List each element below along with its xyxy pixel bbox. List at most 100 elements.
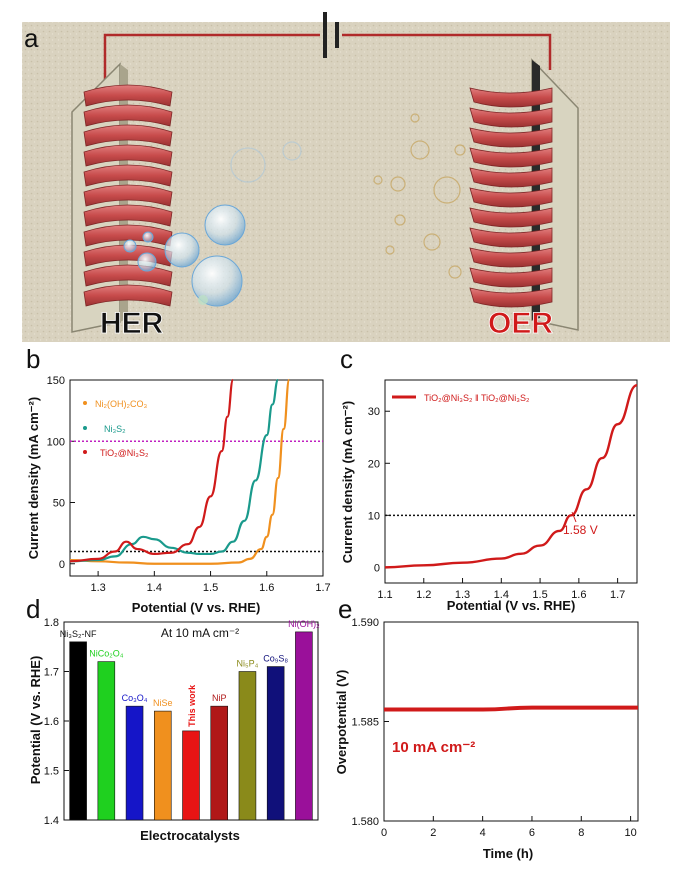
catalyst-fin <box>469 227 553 248</box>
y-tick-label: 100 <box>47 436 65 448</box>
catalyst-fin <box>83 104 173 127</box>
panel-letter-e: e <box>338 594 352 624</box>
series-line-2 <box>69 378 235 563</box>
x-tick-label: 1.3 <box>90 582 105 594</box>
x-tick-label: 8 <box>578 827 584 839</box>
y-tick-label: 10 <box>368 510 380 522</box>
bar-0 <box>69 641 87 821</box>
series-line-0 <box>384 705 638 712</box>
legend-b: Ni₂(OH)₂CO₃ Ni₃S₂ TiO₂@Ni₃S₂ <box>83 399 149 458</box>
y-tick-label: 1.585 <box>351 717 379 729</box>
y-tick-label: 0 <box>59 559 65 571</box>
y-tick-label: 1.5 <box>44 766 59 778</box>
legend-c: TiO₂@Ni₃S₂ ‖ TiO₂@Ni₃S₂ <box>392 393 530 403</box>
plot-frame-e <box>383 621 639 822</box>
legend-marker-2 <box>83 450 87 454</box>
x-tick-label: 1.5 <box>532 589 547 601</box>
y-tick-label: 150 <box>47 375 65 387</box>
y-axis-label-c: Current density (mA cm⁻²) <box>340 401 355 563</box>
catalyst-fin <box>469 147 553 168</box>
oer-catalyst-array <box>469 87 553 308</box>
x-tick-label: 1.7 <box>610 589 625 601</box>
catalyst-fin <box>469 127 553 148</box>
y-tick-label: 20 <box>368 458 380 470</box>
x-tick-label: 1.1 <box>377 589 392 601</box>
y-tick-label: 1.4 <box>44 815 59 827</box>
chart-title-d: At 10 mA cm⁻² <box>161 626 239 640</box>
y-axis-label-d: Potential (V vs. RHE) <box>28 656 43 785</box>
y-tick-label: 1.7 <box>44 667 59 679</box>
oxygen-bubbles <box>373 113 466 279</box>
panel-letter-d: d <box>26 594 40 624</box>
x-tick-label: 4 <box>480 827 486 839</box>
x-tick-label: 1.2 <box>416 589 431 601</box>
catalyst-fin <box>83 144 173 167</box>
x-tick-label: 0 <box>381 827 387 839</box>
bar-label-1: NiCo₂O₄ <box>89 649 123 659</box>
series-line-1 <box>69 378 280 563</box>
y-tick-label: 1.6 <box>44 716 59 728</box>
x-tick-label: 1.6 <box>259 582 274 594</box>
x-tick-label: 1.6 <box>571 589 586 601</box>
panel-b: b 1.3 1.4 1.5 1.6 1.7 0 50 100 150 Ni₂(OH)₂CO₃ N… <box>26 344 331 615</box>
x-tick-label: 6 <box>529 827 535 839</box>
bar-5 <box>210 705 228 821</box>
bar-7 <box>266 666 285 821</box>
bar-label-8: Ni(OH)₂ <box>288 619 320 629</box>
y-tick-label: 50 <box>53 498 65 510</box>
legend-label-0: Ni₂(OH)₂CO₃ <box>95 399 147 409</box>
bar-8 <box>295 631 313 821</box>
annotation-c: 1.58 V <box>563 523 598 537</box>
bar-label-6: Ni₅P₄ <box>237 659 259 669</box>
catalyst-fin <box>469 287 553 308</box>
panel-c: c 1.1 1.2 1.3 1.4 1.5 1.6 1.7 0 10 20 30 TiO₂@Ni₃S… <box>340 344 638 613</box>
x-tick-label: 1.7 <box>315 582 330 594</box>
x-tick-label: 1.4 <box>494 589 509 601</box>
catalyst-fin <box>83 124 173 147</box>
bar-4 <box>182 730 200 821</box>
y-tick-label: 30 <box>368 406 380 418</box>
bar-2 <box>125 705 144 821</box>
y-axis-label-e: Overpotential (V) <box>334 670 349 775</box>
bar-label-5: NiP <box>212 693 227 703</box>
catalyst-fin <box>83 184 173 207</box>
bar-label-2: Co₃O₄ <box>122 693 148 703</box>
y-tick-label: 1.580 <box>351 816 379 828</box>
bar-label-3: NiSe <box>153 698 173 708</box>
catalyst-fin <box>469 267 553 288</box>
y-tick-label: 1.590 <box>351 617 379 629</box>
series-label-e: 10 mA cm⁻² <box>392 739 475 756</box>
catalyst-fin <box>83 164 173 187</box>
y-tick-label: 1.8 <box>44 617 59 629</box>
legend-marker-1 <box>83 426 87 430</box>
catalyst-fin <box>469 247 553 268</box>
her-catalyst-array <box>83 84 173 307</box>
panel-letter-a: a <box>24 23 39 53</box>
x-tick-label: 1.5 <box>203 582 218 594</box>
y-axis-label-b: Current density (mA cm⁻²) <box>26 397 41 559</box>
catalyst-fin <box>83 84 173 107</box>
panel-letter-b: b <box>26 344 40 374</box>
bar-3 <box>154 710 172 821</box>
x-tick-label: 10 <box>624 827 636 839</box>
x-tick-label: 1.4 <box>147 582 162 594</box>
plot-frame-c <box>384 379 638 584</box>
her-label: HER <box>100 307 164 340</box>
bar-6 <box>238 671 257 821</box>
hydrogen-bubbles <box>123 141 302 307</box>
catalyst-fin <box>469 207 553 228</box>
panel-letter-c: c <box>340 344 353 374</box>
panel-e: e 0 2 4 6 8 10 1.580 1.585 1.590 10 mA cm⁻² Time… <box>334 594 639 861</box>
bar-label-0: Ni₃S₂-NF <box>60 629 97 639</box>
y-tick-label: 0 <box>374 562 380 574</box>
x-tick-label: 1.3 <box>455 589 470 601</box>
legend-label-0: TiO₂@Ni₃S₂ ‖ TiO₂@Ni₃S₂ <box>424 393 530 403</box>
series-line-0 <box>69 378 291 565</box>
x-axis-label-b: Potential (V vs. RHE) <box>132 600 261 615</box>
legend-marker-0 <box>83 401 87 405</box>
bar-label-7: Co₉S₈ <box>263 654 288 664</box>
panel-a: a HER OER <box>22 12 670 342</box>
x-axis-label-d: Electrocatalysts <box>140 828 240 843</box>
catalyst-fin <box>83 284 173 307</box>
